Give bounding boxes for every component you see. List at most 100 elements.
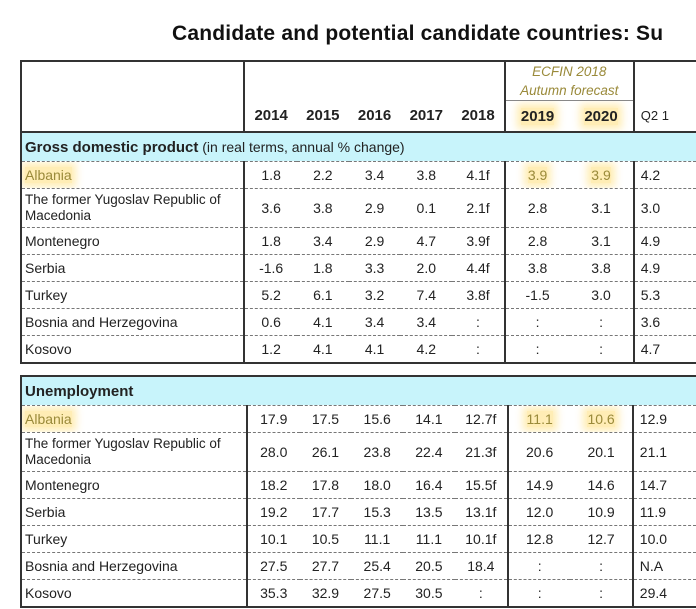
value-cell: 1.8 — [244, 161, 297, 189]
value-cell: N.A — [631, 552, 696, 580]
extra-col-header: Q2 1 — [632, 100, 696, 133]
table-row: Albania 17.9 17.5 15.6 14.1 12.7f 11.1 10.6 12.9 — [20, 405, 696, 433]
value-cell: 3.8 — [503, 254, 570, 282]
country-label: Bosnia and Herzegovina — [20, 552, 248, 580]
value-cell: 28.0 — [246, 432, 300, 472]
table-row: Kosovo 35.3 32.9 27.5 30.5:::29.4 — [20, 579, 696, 608]
value-cell: 14.6 — [570, 471, 633, 499]
value-cell: 2.9 — [348, 227, 401, 255]
table-row: The former Yugoslav Republic of Macedoni… — [19, 188, 696, 228]
value-cell: 4.1 — [348, 335, 401, 364]
value-cell: 14.1 — [403, 405, 455, 433]
value-cell: 3.0 — [632, 188, 696, 228]
value-cell: : — [452, 335, 505, 364]
value-cell: 4.1 — [296, 308, 349, 336]
value-cell: 20.5 — [403, 552, 455, 580]
value-cell: 4.1 — [296, 335, 349, 364]
value-cell: 13.5 — [403, 498, 455, 526]
value-cell: 4.7 — [400, 227, 453, 255]
table-row: Bosnia and Herzegovina 27.5 27.7 25.4 20.5 18… — [20, 552, 696, 580]
value-cell: 3.4 — [296, 227, 349, 255]
country-label: Albania — [19, 161, 246, 189]
year-header: 2017 — [400, 100, 453, 133]
value-cell: 3.1 — [569, 227, 634, 255]
value-cell: 11.1 — [506, 405, 571, 433]
value-cell: 22.4 — [403, 432, 455, 472]
value-cell: 26.1 — [299, 432, 352, 472]
value-cell: : — [454, 579, 508, 608]
section-title: Unemployment — [25, 382, 134, 400]
value-cell: 13.1f — [454, 498, 508, 526]
year-header: 2014 — [244, 100, 297, 133]
value-cell: 10.0 — [631, 525, 696, 553]
value-cell: 17.5 — [299, 405, 352, 433]
value-cell: 3.9 — [503, 161, 570, 189]
value-cell: 6.1 — [296, 281, 349, 309]
value-cell: 17.8 — [299, 471, 352, 499]
value-cell: -1.5 — [503, 281, 570, 309]
value-cell: 12.0 — [506, 498, 571, 526]
year-header: 2020 — [569, 100, 634, 133]
value-cell: 0.6 — [244, 308, 297, 336]
value-cell: 2.8 — [503, 227, 570, 255]
table-row: Serbia 19.2 17.7 15.3 13.5 13.1f 12.0 10.9 11.9 — [20, 498, 696, 526]
section-header: Unemployment — [20, 376, 696, 406]
value-cell: 20.1 — [570, 432, 633, 472]
value-cell: 19.2 — [246, 498, 300, 526]
forecast-label: ECFIN 2018 Autumn forecast — [503, 61, 634, 101]
value-cell: 35.3 — [246, 579, 300, 608]
value-cell: 2.1f — [452, 188, 505, 228]
value-cell: 14.7 — [631, 471, 696, 499]
value-cell: : — [506, 552, 571, 580]
value-cell: 17.7 — [299, 498, 352, 526]
value-cell: 18.4 — [454, 552, 508, 580]
table-row: Kosovo 1.2 4.1 4.1 4.2:::4.7 — [19, 335, 696, 364]
country-label: The former Yugoslav Republic of Macedoni… — [19, 188, 246, 228]
value-cell: : — [570, 552, 633, 580]
value-cell: 5.3 — [632, 281, 696, 309]
value-cell: 29.4 — [631, 579, 696, 608]
value-cell: : — [452, 308, 505, 336]
section-header: Gross domestic product (in real terms, a… — [20, 132, 696, 162]
value-cell: 10.9 — [570, 498, 633, 526]
section-title: Gross domestic product — [25, 138, 199, 156]
country-label: Montenegro — [19, 227, 246, 255]
value-cell: 4.7 — [632, 335, 696, 364]
country-label: The former Yugoslav Republic of Macedoni… — [20, 432, 248, 472]
year-header: 2015 — [296, 100, 349, 133]
value-cell: 5.2 — [244, 281, 297, 309]
value-cell: 3.9 — [569, 161, 634, 189]
value-cell: 0.1 — [400, 188, 453, 228]
value-cell: 12.7 — [570, 525, 633, 553]
value-cell: 3.4 — [348, 308, 401, 336]
value-cell: 23.8 — [351, 432, 404, 472]
value-cell: 3.6 — [244, 188, 297, 228]
value-cell: 12.7f — [454, 405, 508, 433]
value-cell: 10.5 — [299, 525, 352, 553]
value-cell: 3.3 — [348, 254, 401, 282]
table-row: Turkey 5.2 6.1 3.2 7.4 3.8f -1.5 3.0 5.3 — [19, 281, 696, 309]
value-cell: 1.2 — [244, 335, 297, 364]
value-cell: 2.0 — [400, 254, 453, 282]
country-label: Serbia — [19, 254, 246, 282]
country-label: Bosnia and Herzegovina — [19, 308, 246, 336]
value-cell: 3.4 — [348, 161, 401, 189]
value-cell: 10.1 — [246, 525, 300, 553]
country-label: Kosovo — [20, 579, 248, 608]
value-cell: 21.1 — [631, 432, 696, 472]
value-cell: : — [570, 579, 633, 608]
value-cell: 10.6 — [570, 405, 633, 433]
value-cell: 15.5f — [454, 471, 508, 499]
value-cell: 1.8 — [244, 227, 297, 255]
value-cell: : — [503, 308, 570, 336]
value-cell: 11.1 — [403, 525, 455, 553]
table-row: Turkey 10.1 10.5 11.1 11.1 10.1f 12.8 12.7 10.0 — [20, 525, 696, 553]
value-cell: 18.2 — [246, 471, 300, 499]
value-cell: 4.2 — [400, 335, 453, 364]
value-cell: 3.6 — [632, 308, 696, 336]
value-cell: 4.9 — [632, 227, 696, 255]
value-cell: 18.0 — [351, 471, 404, 499]
value-cell: -1.6 — [244, 254, 297, 282]
value-cell: 4.1f — [452, 161, 505, 189]
value-cell: 4.2 — [632, 161, 696, 189]
